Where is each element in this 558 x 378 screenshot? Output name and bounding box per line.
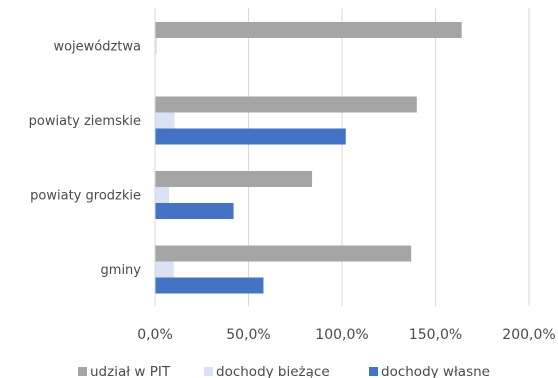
legend-swatch (369, 367, 378, 376)
legend-label: dochody bieżące (216, 364, 330, 378)
x-tick-label: 150,0% (409, 327, 462, 343)
bar-0-0 (155, 22, 462, 38)
category-label: województwa (53, 39, 141, 54)
x-tick-label: 100,0% (315, 327, 368, 343)
legend-swatch (204, 367, 213, 376)
bars (155, 22, 462, 294)
x-tick-label: 200,0% (502, 327, 555, 343)
legend-swatch (78, 367, 87, 376)
bar-1-1 (155, 112, 175, 129)
category-label: gminy (101, 263, 142, 278)
bar-0-3 (155, 245, 412, 262)
legend: udział w PIT dochody bieżące dochody własn… (78, 364, 490, 378)
bar-2-3 (155, 277, 264, 294)
category-labels: województwa powiaty ziemskie powiaty grodz… (29, 39, 142, 278)
bar-1-2 (155, 187, 170, 203)
legend-label: udział w PIT (90, 364, 171, 378)
x-tick-label: 50,0% (226, 327, 270, 343)
bar-1-0 (155, 38, 157, 54)
bar-0-2 (155, 171, 313, 187)
bar-2-1 (155, 128, 346, 145)
category-label: powiaty grodzkie (30, 188, 141, 203)
legend-label: dochody własne (381, 364, 490, 378)
category-label: powiaty ziemskie (29, 114, 141, 129)
bar-2-2 (155, 203, 234, 219)
bar-1-3 (155, 261, 174, 278)
bar-0-1 (155, 96, 417, 113)
x-tick-label: 0,0% (137, 327, 173, 343)
tick-labels: 0,0% 50,0% 100,0% 150,0% 200,0% (137, 327, 555, 343)
